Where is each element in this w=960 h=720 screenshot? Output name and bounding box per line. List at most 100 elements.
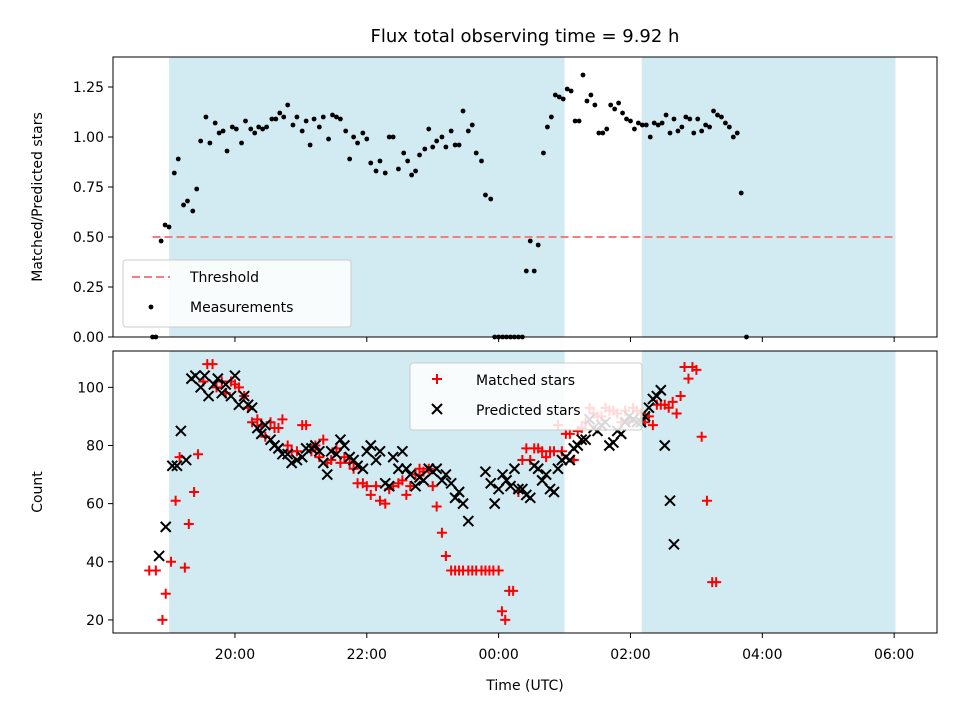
ratio-dot-point-73	[469, 122, 475, 128]
count-x-point-72	[488, 497, 501, 510]
count-plus-point-8	[183, 518, 194, 529]
xtick-label-0: 20:00	[215, 647, 255, 663]
count-plus-point-3	[160, 588, 171, 599]
count-ytick-label-2: 60	[86, 497, 104, 513]
ratio-dot-point-55	[390, 134, 396, 140]
ratio-ytick-label-1: 0.25	[73, 280, 104, 296]
ratio-dot-point-17	[224, 148, 230, 154]
ratio-dot-point-6	[175, 156, 181, 162]
count-plus-point-86	[525, 455, 536, 466]
ratio-dot-point-49	[364, 136, 370, 142]
ratio-ytick-label-3: 0.75	[73, 180, 104, 196]
ratio-dot-point-52	[377, 158, 383, 164]
ratio-dot-point-138	[730, 134, 736, 140]
ratio-dot-point-70	[456, 142, 462, 148]
count-x-point-117	[668, 538, 680, 551]
ratio-dot-point-120	[659, 120, 665, 126]
count-x-point-69	[462, 515, 475, 527]
ratio-dot-point-114	[635, 120, 641, 126]
count-plus-point-28	[273, 423, 284, 434]
ratio-dot-point-34	[299, 128, 305, 134]
count-plus-point-52	[380, 498, 391, 509]
ratio-dot-point-88	[531, 268, 537, 274]
ratio-dot-point-103	[592, 102, 598, 108]
count-x-point-29	[285, 457, 298, 469]
ratio-dot-point-69	[452, 142, 458, 148]
count-plus-point-90	[541, 452, 552, 463]
count-x-point-111	[643, 401, 655, 414]
ratio-dot-point-42	[334, 114, 339, 120]
ratio-dot-point-127	[687, 116, 693, 122]
count-x-point-36	[317, 457, 329, 469]
ratio-panel: 0.00 0.25 0.50 0.75 1.00 1.25 Matched/Predict…	[30, 56, 938, 346]
count-x-point-1	[160, 521, 172, 533]
count-x-point-115	[659, 439, 671, 452]
count-plus-point-49	[365, 489, 376, 500]
count-legend-box	[409, 362, 643, 431]
count-x-point-30	[291, 454, 303, 466]
legend-matched-swatch	[432, 374, 442, 384]
ratio-dot-point-32	[290, 122, 296, 128]
ratio-dot-point-116	[643, 122, 649, 128]
count-plus-point-64	[431, 501, 442, 512]
ratio-dot-point-126	[683, 114, 689, 120]
ratio-ytick-label-4: 1.00	[73, 130, 104, 146]
ratio-dot-point-74	[473, 150, 479, 156]
count-x-point-40	[334, 433, 347, 446]
count-plus-point-96	[564, 428, 575, 439]
legend-measurements-label: Measurements	[190, 300, 293, 316]
count-x-point-13	[216, 387, 228, 399]
ratio-dot-point-13	[207, 140, 213, 146]
count-x-point-14	[220, 378, 232, 391]
count-x-point-76	[504, 480, 517, 492]
ratio-legend-box	[122, 259, 352, 328]
ratio-dot-point-115	[639, 122, 645, 128]
count-x-point-88	[552, 463, 564, 475]
count-plus-point-40	[326, 455, 337, 466]
count-plus-point-123	[671, 408, 682, 419]
ratio-dot-point-132	[707, 124, 712, 130]
ratio-dot-point-117	[647, 134, 653, 140]
count-plus-point-79	[496, 606, 507, 617]
count-x-point-74	[496, 468, 509, 481]
ratio-dot-point-36	[307, 142, 313, 148]
x-axis-title: Time (UTC)	[485, 678, 563, 694]
ratio-dot-point-64	[430, 144, 436, 150]
count-x-point-47	[365, 439, 377, 452]
count-plus-point-132	[711, 577, 722, 588]
count-x-point-95	[579, 433, 592, 446]
count-x-point-17	[233, 399, 245, 411]
ratio-dot-point-22	[248, 126, 254, 132]
count-x-point-70	[479, 465, 492, 478]
ratio-dot-point-11	[198, 138, 204, 144]
ratio-dot-point-31	[285, 102, 291, 108]
xtick-label-4: 04:00	[742, 647, 782, 663]
count-plus-point-56	[397, 475, 408, 486]
count-plus-point-37	[314, 452, 325, 463]
count-x-point-75	[500, 474, 513, 487]
ratio-dot-point-12	[203, 114, 209, 120]
ratio-dot-point-109	[616, 100, 622, 106]
ratio-dot-point-90	[541, 150, 546, 156]
ratio-dot-point-21	[243, 118, 248, 124]
count-x-point-64	[440, 468, 452, 481]
ratio-dot-point-48	[360, 130, 366, 136]
count-plus-point-42	[335, 457, 346, 468]
count-plus-point-19	[233, 382, 244, 393]
count-x-point-44	[351, 460, 364, 472]
count-plus-point-1	[150, 565, 161, 576]
ratio-dot-point-25	[260, 126, 266, 132]
count-x-point-93	[572, 439, 584, 452]
count-observing-window-1	[641, 351, 896, 633]
count-plus-point-58	[405, 481, 416, 492]
count-x-point-21	[251, 422, 264, 434]
ratio-dot-point-111	[624, 116, 629, 122]
ratio-dot-point-99	[576, 118, 582, 124]
ratio-dot-point-50	[368, 160, 374, 166]
ratio-dot-point-5	[171, 170, 177, 176]
ratio-dot-point-112	[628, 118, 633, 124]
ratio-dot-point-98	[572, 118, 578, 124]
ratio-dot-point-26	[264, 124, 269, 130]
ratio-dot-point-140	[738, 190, 744, 196]
